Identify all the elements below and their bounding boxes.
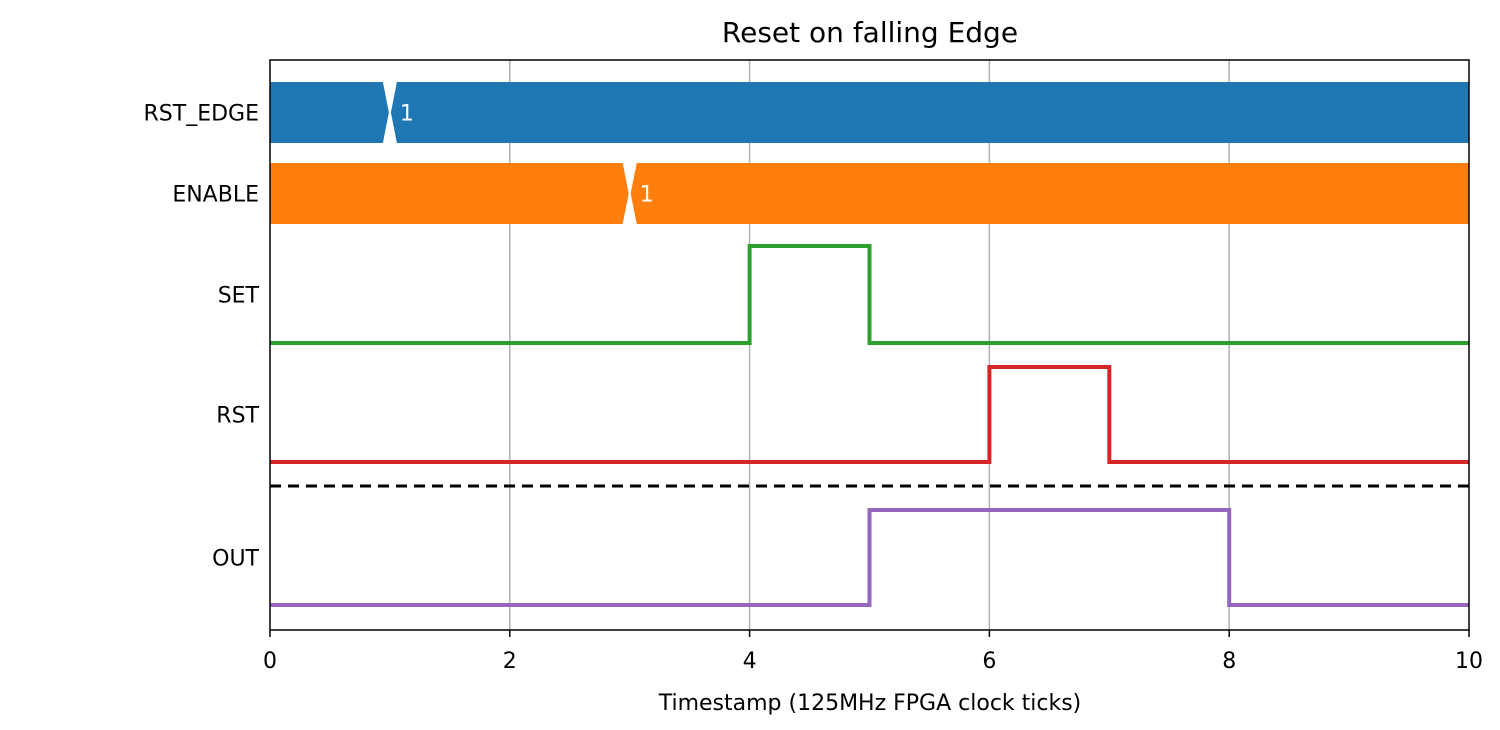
signal-labels: RST_EDGE ENABLE SET RST OUT	[144, 102, 260, 572]
x-tick-label: 0	[263, 649, 277, 674]
digital-waveforms	[270, 244, 1469, 607]
out-waveform	[270, 508, 1469, 607]
chart-title: Reset on falling Edge	[722, 16, 1018, 49]
x-tick-label: 4	[743, 649, 757, 674]
bus-value-label: 1	[400, 102, 414, 127]
signal-label-set: SET	[218, 284, 260, 309]
bus-signals: 11	[270, 82, 1469, 224]
signal-label-rst-edge: RST_EDGE	[144, 102, 259, 127]
enable-bus-segment	[270, 163, 629, 224]
x-tick-label: 8	[1222, 649, 1236, 674]
rst-edge-bus-segment	[270, 82, 389, 143]
bus-value-label: 1	[640, 183, 654, 208]
x-tick-label: 2	[503, 649, 517, 674]
x-axis-ticks: 0 2 4 6 8 10	[263, 630, 1483, 674]
x-tick-label: 6	[982, 649, 996, 674]
set-waveform	[270, 244, 1469, 345]
signal-label-out: OUT	[212, 547, 259, 572]
signal-label-rst: RST	[216, 404, 259, 429]
rst-waveform	[270, 365, 1469, 464]
x-axis-label: Timestamp (125MHz FPGA clock ticks)	[658, 691, 1082, 716]
enable-bus-segment	[630, 163, 1469, 224]
x-tick-label: 10	[1455, 649, 1483, 674]
plot-frame	[269, 59, 1470, 631]
rst-edge-bus-segment	[390, 82, 1469, 143]
signal-label-enable: ENABLE	[172, 183, 259, 208]
